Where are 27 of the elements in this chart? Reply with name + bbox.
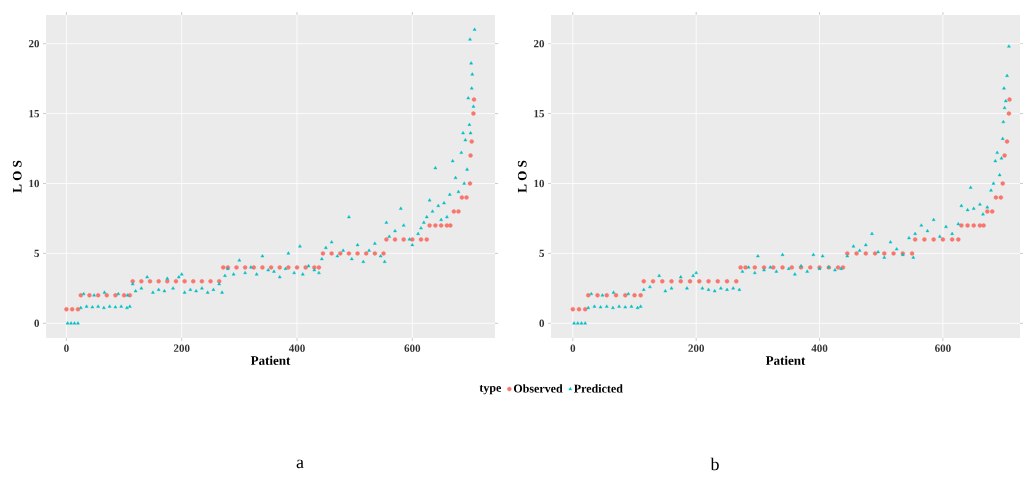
y-tick-label: 15: [534, 109, 545, 118]
y-tick-label: 0: [539, 319, 545, 328]
text: b: [710, 457, 719, 471]
y-tick-label: 10: [534, 179, 545, 188]
y-tick-label: 5: [539, 249, 545, 258]
x-tick-label: 0: [64, 344, 69, 352]
y-tick-label: 15: [29, 109, 40, 118]
x-tick-label: 400: [811, 344, 828, 352]
x-axis-title: Patient: [765, 355, 806, 365]
x-tick-label: 200: [688, 344, 705, 352]
y-tick-label: 5: [34, 249, 40, 258]
y-tick-label: 20: [533, 39, 545, 48]
legend-title: type: [479, 384, 502, 395]
legend-label: Observed: [513, 384, 563, 393]
x-tick-label: 0: [570, 344, 576, 352]
x-tick-label: 400: [288, 344, 305, 352]
x-axis-title: Patient: [250, 355, 291, 365]
y-tick-label: 0: [34, 319, 40, 328]
x-tick-label: 600: [404, 344, 421, 352]
x-tick-label: 600: [935, 344, 951, 352]
x-tick-label: 200: [173, 344, 190, 352]
legend-label: Predicted: [574, 384, 623, 393]
y-tick-label: 10: [29, 179, 40, 188]
text: a: [296, 459, 304, 469]
y-axis-title: L O S: [517, 160, 527, 193]
y-axis-title: L O S: [12, 160, 22, 193]
y-tick-label: 20: [28, 39, 40, 48]
